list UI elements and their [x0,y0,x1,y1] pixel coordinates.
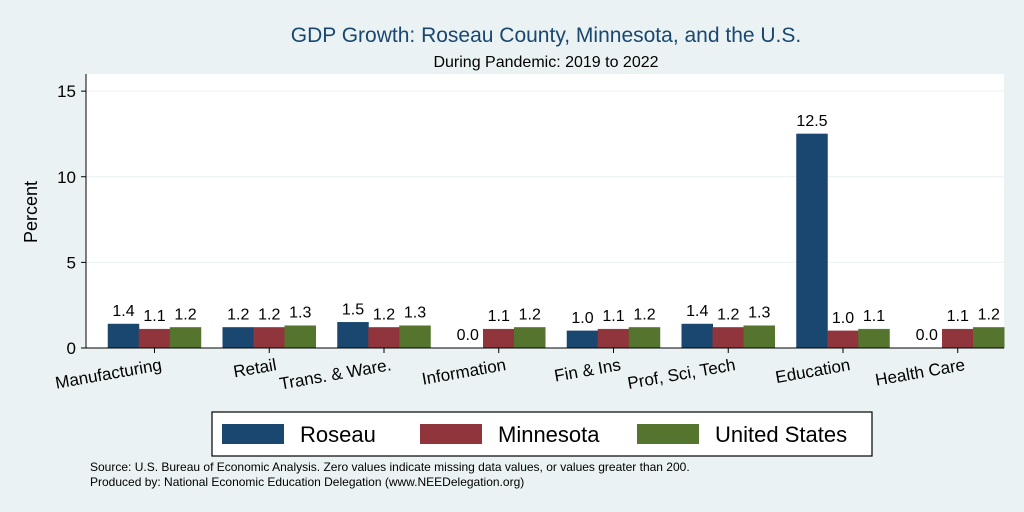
bar-minnesota [712,327,744,349]
bar-roseau [681,323,713,349]
x-tick-label: Health Care [874,355,967,389]
legend-label: Minnesota [498,422,600,447]
bar-united-states [399,325,431,349]
bar-roseau [796,133,828,349]
legend-swatch-united-states [637,424,699,444]
data-label: 1.2 [258,306,280,323]
bar-united-states [858,328,890,349]
x-tick-label: Prof, Sci, Tech [626,355,737,393]
bar-minnesota [138,328,171,349]
data-label: 1.2 [717,306,739,323]
bar-united-states [973,327,1005,349]
data-label: 1.2 [519,306,541,323]
data-label: 1.4 [112,303,134,320]
data-label: 1.2 [227,306,249,323]
grid-lines [86,90,1004,263]
data-label: 1.1 [947,308,969,325]
bar-minnesota [253,327,285,349]
y-tick-label: 5 [67,253,76,272]
x-tick-label: Trans. & Ware. [278,355,393,393]
bar-roseau [222,327,254,349]
plot-area [86,74,1004,348]
data-label: 1.1 [863,308,885,325]
source-note: Source: U.S. Bureau of Economic Analysis… [90,460,690,474]
data-label: 1.5 [342,301,364,318]
bar-minnesota [483,328,515,349]
bar-minnesota [942,328,974,349]
x-tick-label: Fin & Ins [553,355,622,385]
data-label: 1.3 [748,305,770,322]
data-label: 0.0 [916,327,938,344]
data-label: 1.3 [404,305,426,322]
chart-subtitle: During Pandemic: 2019 to 2022 [433,54,658,71]
bar-roseau [107,323,140,349]
data-label: 1.3 [289,305,311,322]
bar-united-states [169,327,202,349]
legend-box [211,411,873,457]
legend-swatch-roseau [222,424,284,444]
y-axis-title: Percent [21,181,41,243]
y-axis-ticks: 0 5 10 15 [57,82,86,358]
data-label: 1.2 [633,306,655,323]
legend-label: Roseau [300,422,376,447]
bar-roseau [337,322,369,349]
data-label: 1.1 [602,308,624,325]
bar-roseau [566,330,599,349]
data-label: 1.1 [488,308,510,325]
legend: Roseau Minnesota United States [211,411,873,457]
bar-united-states [743,325,775,349]
x-axis-labels: Manufacturing Retail Trans. & Ware. Informa… [54,348,967,394]
x-tick-label: Information [420,355,507,388]
bar-minnesota [827,330,859,349]
legend-label: United States [715,422,847,447]
y-tick-label: 0 [67,339,76,358]
data-label: 1.4 [686,303,708,320]
data-label: 12.5 [796,113,827,130]
legend-swatch-minnesota [420,424,482,444]
data-label: 1.2 [978,306,1000,323]
produced-by-note: Produced by: National Economic Education… [90,475,524,489]
data-label: 1.0 [571,310,593,327]
bar-united-states [628,327,661,349]
data-label: 1.2 [174,306,196,323]
chart-title: GDP Growth: Roseau County, Minnesota, an… [291,24,801,47]
x-tick-label: Education [774,355,852,387]
x-tick-label: Retail [232,355,278,381]
y-tick-label: 10 [57,168,76,187]
bar-united-states [284,325,316,349]
bar-minnesota [368,327,400,349]
y-tick-label: 15 [57,82,76,101]
data-labels: 1.4 1.1 1.2 1.2 1.2 1.3 1.5 1.2 1.3 0.0 1.1 1.2 1.0 1… [112,113,1000,344]
x-tick-label: Manufacturing [54,355,163,392]
bars [107,133,1005,349]
data-label: 1.2 [373,306,395,323]
bar-united-states [514,327,546,349]
data-label: 1.0 [832,310,854,327]
bar-minnesota [597,328,630,349]
data-label: 1.1 [143,308,165,325]
data-label: 0.0 [457,327,479,344]
